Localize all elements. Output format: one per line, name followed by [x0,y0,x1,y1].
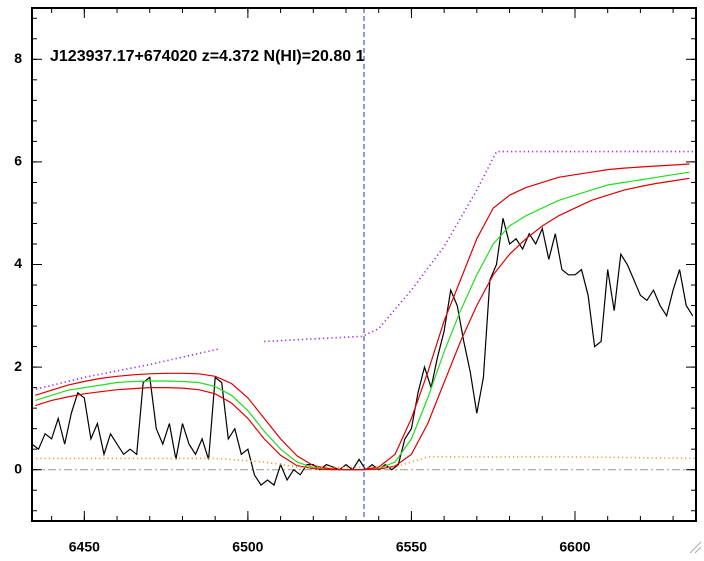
resize-grip [689,541,702,554]
x-tick-label: 6450 [69,539,100,555]
series-line [31,150,696,391]
x-tick-label: 6550 [396,539,427,555]
series-line [35,177,690,471]
y-tick-label: 8 [14,50,22,66]
x-tick-label: 6500 [232,539,263,555]
y-tick-label: 0 [14,460,22,476]
series-line [31,218,694,487]
y-tick-label: 6 [14,153,22,169]
x-tick-label: 6600 [559,539,590,555]
chart-title: J123937.17+674020 z=4.372 N(HI)=20.80 1 [50,48,365,65]
y-tick-label: 4 [14,255,22,271]
y-tick-label: 2 [14,358,22,374]
